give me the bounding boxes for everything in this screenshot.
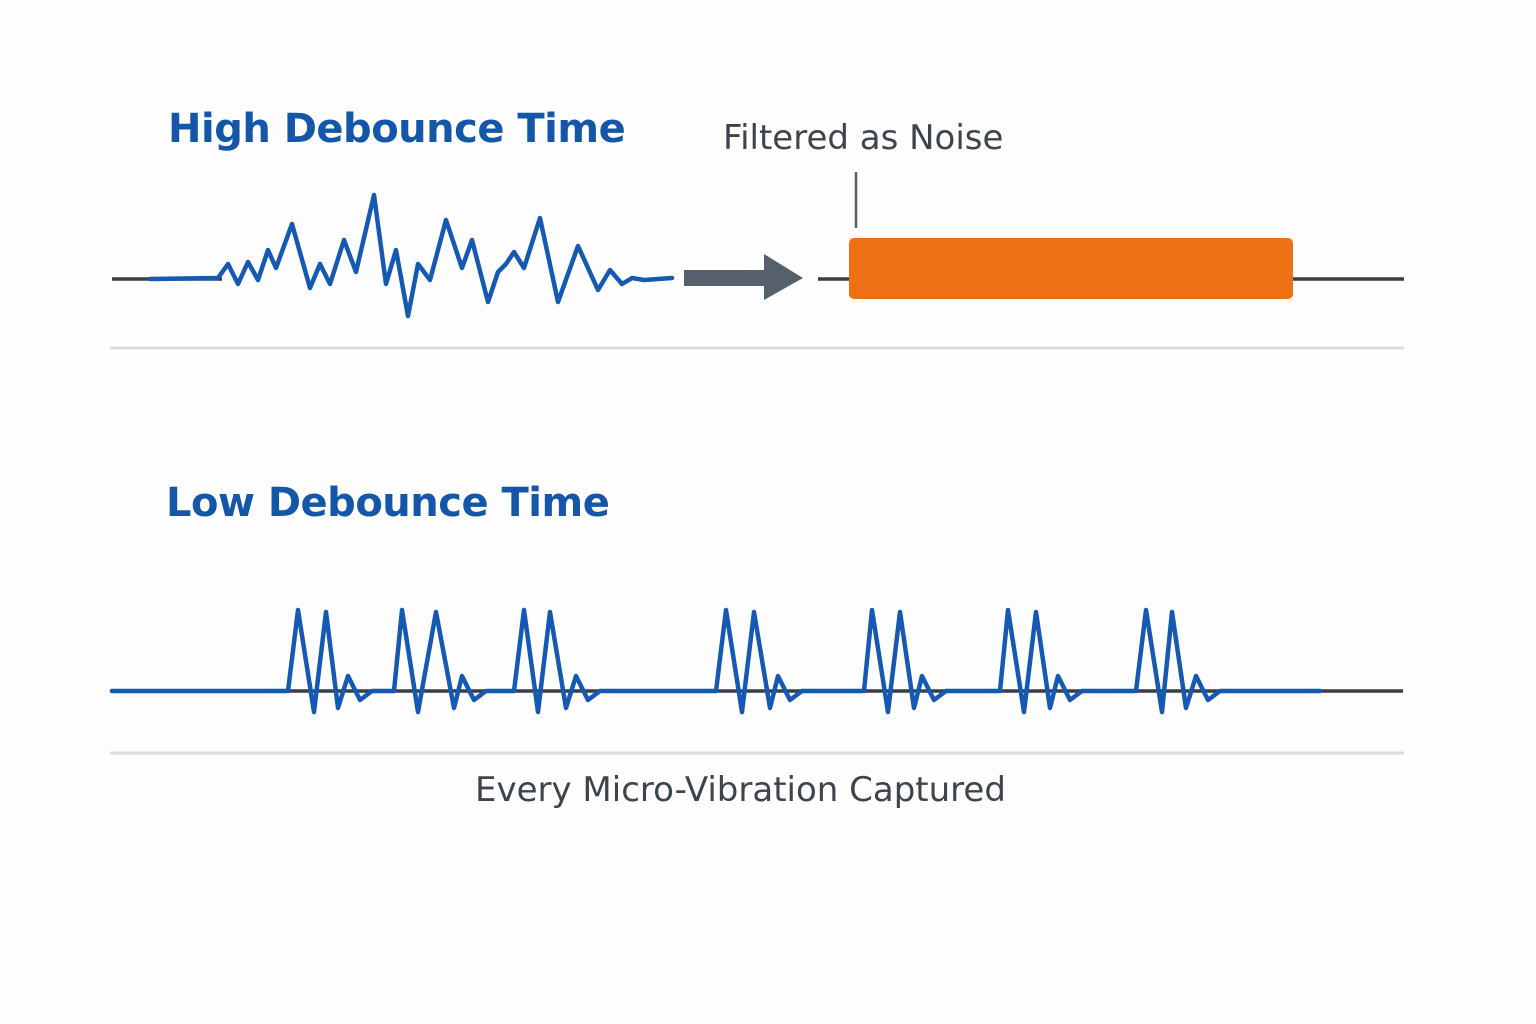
low-bounce-signal xyxy=(109,607,1323,715)
filtered-as-noise-label: Filtered as Noise xyxy=(723,118,1004,158)
arrow-head xyxy=(764,254,803,300)
high-noisy-signal xyxy=(147,192,675,319)
every-vibration-caption: Every Micro-Vibration Captured xyxy=(475,770,1006,810)
high-debounce-title: High Debounce Time xyxy=(168,106,626,152)
filtered-noise-block xyxy=(849,238,1293,299)
right-arrow-icon xyxy=(684,254,803,300)
low-debounce-title: Low Debounce Time xyxy=(166,480,610,526)
arrow-shaft xyxy=(684,270,766,286)
